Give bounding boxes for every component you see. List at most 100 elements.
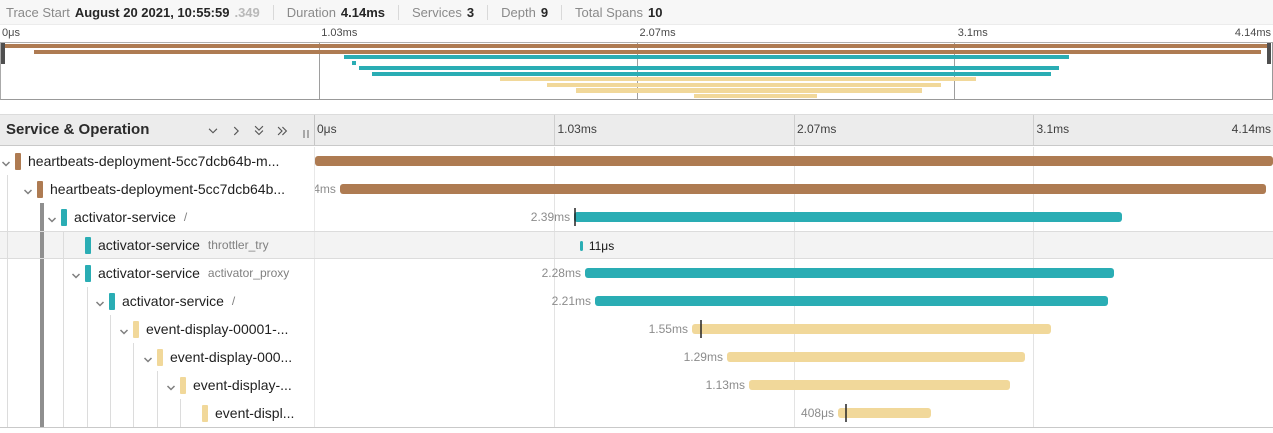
indent-guide bbox=[133, 371, 134, 399]
span-color-swatch bbox=[133, 320, 139, 338]
row-collapse-chevron-icon[interactable] bbox=[119, 324, 129, 342]
span-name-cell[interactable]: event-displ... bbox=[0, 399, 315, 427]
timeline-header-row: Service & Operation 0μs 1.03m bbox=[0, 114, 1273, 146]
span-row[interactable]: event-display-000... 1.29ms bbox=[0, 343, 1273, 371]
span-bar[interactable] bbox=[339, 184, 1267, 194]
indent-guide bbox=[87, 287, 88, 315]
indent-guide bbox=[40, 371, 44, 399]
span-timeline-cell[interactable]: 1.55ms bbox=[315, 315, 1273, 343]
double-chevron-right-icon[interactable] bbox=[275, 124, 289, 138]
indent-guide bbox=[110, 399, 111, 427]
indent-guide bbox=[63, 232, 64, 258]
row-collapse-chevron-icon[interactable] bbox=[143, 352, 153, 370]
chevron-down-icon[interactable] bbox=[206, 124, 220, 138]
depth-label: Depth bbox=[501, 4, 536, 20]
minimap-gridline bbox=[318, 43, 320, 99]
span-duration-label: 1.55ms bbox=[648, 322, 688, 336]
total-spans-label: Total Spans bbox=[575, 4, 643, 20]
indent-guide bbox=[40, 343, 44, 371]
service-name: event-display-00001-... bbox=[146, 321, 289, 337]
span-timeline-cell[interactable]: 4ms bbox=[315, 175, 1273, 203]
double-chevron-down-icon[interactable] bbox=[252, 124, 266, 138]
divider bbox=[272, 4, 274, 20]
span-bar[interactable] bbox=[584, 268, 1114, 278]
indent-guide bbox=[63, 399, 64, 427]
span-timeline-cell[interactable]: 2.21ms bbox=[315, 287, 1273, 315]
span-timeline-cell[interactable]: 1.29ms bbox=[315, 343, 1273, 371]
span-timeline-cell[interactable]: 11μs bbox=[315, 232, 1273, 258]
indent-guide bbox=[180, 399, 181, 427]
indent-guide bbox=[110, 371, 111, 399]
service-name: activator-service bbox=[98, 237, 200, 253]
ruler-tick-label: 4.14ms bbox=[1231, 122, 1271, 136]
span-name-cell[interactable]: activator-service / bbox=[0, 287, 315, 315]
span-row[interactable]: activator-service throttler_try 11μs bbox=[0, 231, 1273, 259]
span-row[interactable]: event-display-... 1.13ms bbox=[0, 371, 1273, 399]
span-name-cell[interactable]: heartbeats-deployment-5cc7dcb64b... bbox=[0, 175, 315, 203]
span-bar[interactable] bbox=[315, 156, 1273, 166]
service-operation-title: Service & Operation bbox=[6, 121, 150, 138]
span-timeline-cell[interactable]: 408μs bbox=[315, 399, 1273, 427]
row-collapse-chevron-icon[interactable] bbox=[95, 296, 105, 314]
trace-start-fraction: .349 bbox=[234, 4, 260, 20]
span-row[interactable]: activator-service / 2.21ms bbox=[0, 287, 1273, 315]
span-row[interactable]: event-display-00001-... 1.55ms bbox=[0, 315, 1273, 343]
indent-guide bbox=[63, 343, 64, 371]
ruler-tick-label: 3.1ms bbox=[1036, 122, 1070, 136]
indent-guide bbox=[40, 399, 44, 427]
ruler-tick-label: 0μs bbox=[317, 122, 337, 136]
span-timeline-cell[interactable] bbox=[315, 147, 1273, 175]
span-bar[interactable] bbox=[748, 380, 1010, 390]
header-gridline bbox=[1033, 115, 1034, 145]
service-name: event-display-000... bbox=[170, 349, 293, 365]
timeline-gridline bbox=[1033, 232, 1034, 258]
span-row[interactable]: activator-service activator_proxy 2.28ms bbox=[0, 259, 1273, 287]
service-name: activator-service bbox=[74, 209, 176, 225]
trace-minimap[interactable] bbox=[0, 42, 1273, 100]
trace-start-label: Trace Start bbox=[6, 4, 70, 20]
span-duration-label: 1.29ms bbox=[683, 350, 723, 364]
span-bar[interactable] bbox=[595, 296, 1108, 306]
span-row[interactable]: heartbeats-deployment-5cc7dcb64b-m... bbox=[0, 147, 1273, 175]
span-name-cell[interactable]: heartbeats-deployment-5cc7dcb64b-m... bbox=[0, 147, 315, 175]
span-duration-label: 2.28ms bbox=[541, 266, 581, 280]
minimap-left-scrubber-handle[interactable] bbox=[1, 43, 5, 64]
indent-guide bbox=[63, 315, 64, 343]
span-row[interactable]: activator-service / 2.39ms bbox=[0, 203, 1273, 231]
span-row[interactable]: event-displ... 408μs bbox=[0, 399, 1273, 427]
minimap-span-bar bbox=[358, 66, 1060, 71]
span-row[interactable]: heartbeats-deployment-5cc7dcb64b... 4ms bbox=[0, 175, 1273, 203]
row-collapse-chevron-icon[interactable] bbox=[166, 380, 176, 398]
span-duration-label: 2.39ms bbox=[530, 210, 571, 224]
column-resizer-grip[interactable] bbox=[303, 130, 309, 138]
span-bar[interactable] bbox=[691, 324, 1051, 334]
span-bar[interactable] bbox=[579, 241, 583, 251]
span-bar[interactable] bbox=[837, 408, 931, 418]
row-collapse-chevron-icon[interactable] bbox=[71, 268, 81, 286]
span-name-cell[interactable]: activator-service / bbox=[0, 203, 315, 231]
minimap-gridline bbox=[636, 43, 638, 99]
service-name: event-display-... bbox=[193, 377, 292, 393]
span-name-cell[interactable]: event-display-... bbox=[0, 371, 315, 399]
indent-guide bbox=[7, 203, 8, 231]
row-collapse-chevron-icon[interactable] bbox=[1, 156, 11, 174]
span-timeline-cell[interactable]: 2.39ms bbox=[315, 203, 1273, 231]
span-name-cell[interactable]: activator-service activator_proxy bbox=[0, 259, 315, 287]
span-name-cell[interactable]: event-display-00001-... bbox=[0, 315, 315, 343]
row-collapse-chevron-icon[interactable] bbox=[23, 184, 33, 202]
service-name: event-displ... bbox=[215, 405, 295, 421]
service-operation-header-cell: Service & Operation bbox=[0, 115, 315, 145]
span-timeline-cell[interactable]: 2.28ms bbox=[315, 259, 1273, 287]
service-name: heartbeats-deployment-5cc7dcb64b... bbox=[50, 181, 286, 197]
span-name-cell[interactable]: event-display-000... bbox=[0, 343, 315, 371]
chevron-right-icon[interactable] bbox=[229, 124, 243, 138]
span-bar[interactable] bbox=[574, 212, 1122, 222]
span-timeline-cell[interactable]: 1.13ms bbox=[315, 371, 1273, 399]
span-name-cell[interactable]: activator-service throttler_try bbox=[0, 232, 315, 258]
span-bar[interactable] bbox=[726, 352, 1025, 362]
minimap-right-scrubber-handle[interactable] bbox=[1267, 43, 1271, 64]
span-rows-container: heartbeats-deployment-5cc7dcb64b-m... he… bbox=[0, 147, 1273, 428]
row-collapse-chevron-icon[interactable] bbox=[47, 212, 57, 230]
operation-name: / bbox=[231, 294, 236, 308]
